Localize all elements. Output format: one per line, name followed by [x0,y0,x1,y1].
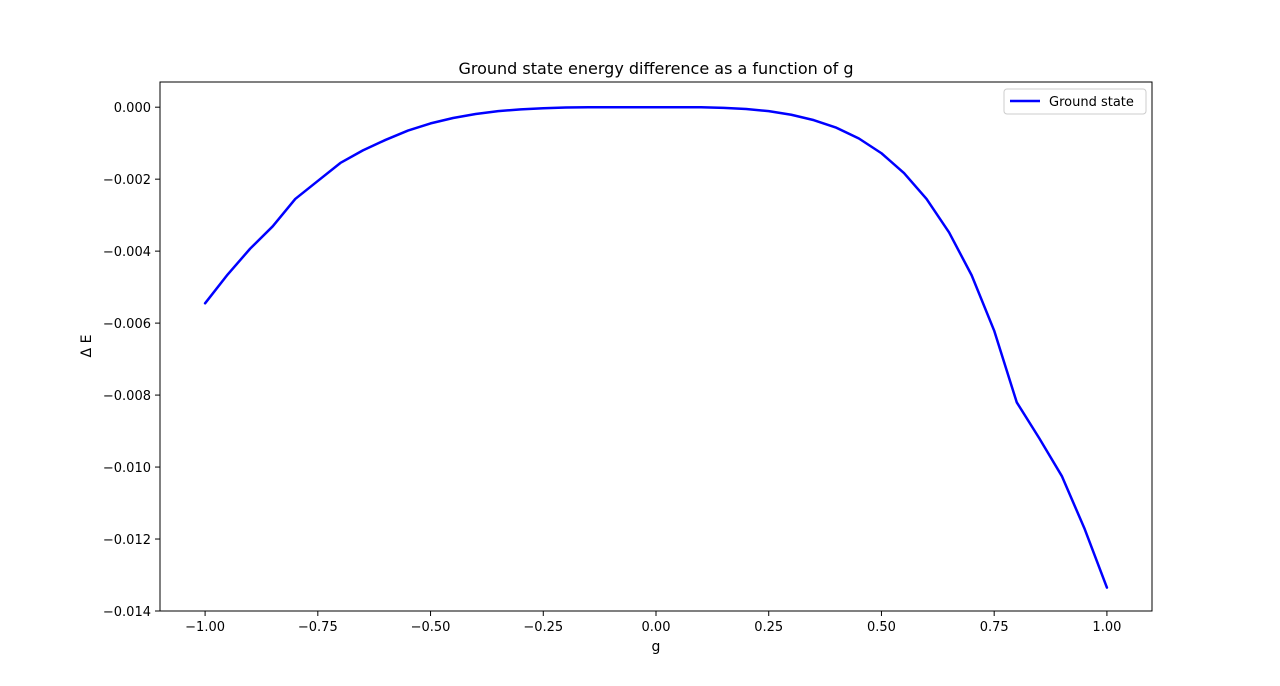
x-tick-label: 1.00 [1092,620,1121,635]
legend: Ground state [1003,88,1147,115]
legend-box [1003,88,1147,115]
x-axis-label: g [652,639,661,655]
chart-title: Ground state energy difference as a func… [458,59,853,78]
y-tick-label: −0.008 [103,389,151,404]
legend-label-ground-state: Ground state [1049,95,1134,110]
plot-area [203,105,1109,589]
y-axis-label: Δ E [79,335,95,358]
x-tick-label: −0.25 [523,620,563,635]
x-tick-label: −0.75 [298,620,338,635]
x-tick-label: −1.00 [185,620,225,635]
y-tick-label: −0.012 [103,533,151,548]
x-axis: −1.00 −0.75 −0.50 −0.25 0.00 0.25 0.50 0.75 1.00 [185,611,1121,635]
x-tick-label: 0.75 [980,620,1009,635]
y-axis: 0.000 −0.002 −0.004 −0.006 −0.008 −0.010 −0.01… [103,101,160,620]
x-tick-label: −0.50 [411,620,451,635]
y-tick-label: 0.000 [114,101,151,116]
x-tick-label: 0.25 [754,620,783,635]
y-tick-label: −0.002 [103,173,151,188]
y-tick-label: −0.014 [103,605,151,620]
y-tick-label: −0.010 [103,461,151,476]
y-tick-label: −0.006 [103,317,151,332]
y-tick-label: −0.004 [103,245,151,260]
x-tick-label: 0.00 [642,620,671,635]
series-line-ground-state [203,105,1109,589]
x-tick-label: 0.50 [867,620,896,635]
